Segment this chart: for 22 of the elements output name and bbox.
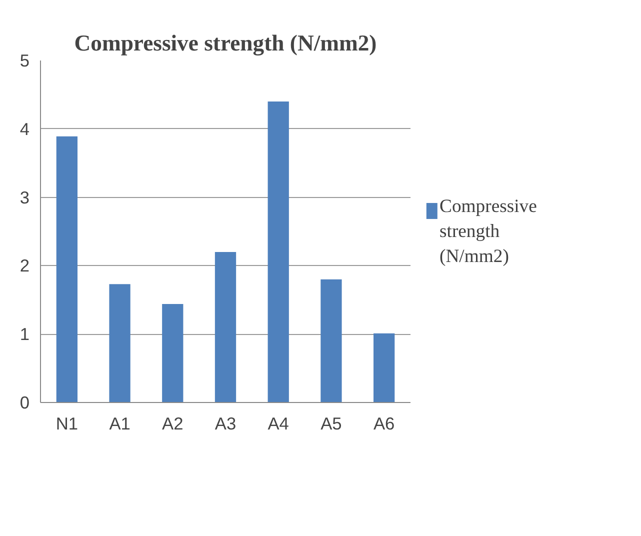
- y-tick-label: 3: [20, 187, 30, 208]
- x-tick-label: A5: [320, 414, 342, 434]
- bar: [162, 304, 184, 402]
- y-tick-label: 5: [20, 50, 30, 70]
- bar: [109, 284, 130, 402]
- bar: [268, 102, 289, 402]
- x-tick-label: A6: [373, 414, 395, 434]
- legend-label: Compressive strength (N/mm2): [440, 196, 537, 268]
- y-tick-label: 0: [20, 392, 30, 412]
- x-tick-label: N1: [56, 414, 78, 434]
- y-tick-label: 4: [20, 118, 30, 139]
- x-tick-label: A2: [162, 414, 184, 434]
- y-tick-label: 1: [20, 324, 30, 344]
- x-tick-label: A1: [109, 414, 130, 434]
- x-tick-label: A3: [214, 414, 236, 434]
- chart-title: Compressive strength (N/mm2): [74, 30, 377, 56]
- bar: [214, 252, 236, 402]
- bar: [374, 333, 395, 402]
- bar: [56, 136, 78, 402]
- x-tick-label: A4: [268, 414, 290, 434]
- y-tick-label: 2: [20, 256, 30, 276]
- bar: [320, 279, 342, 402]
